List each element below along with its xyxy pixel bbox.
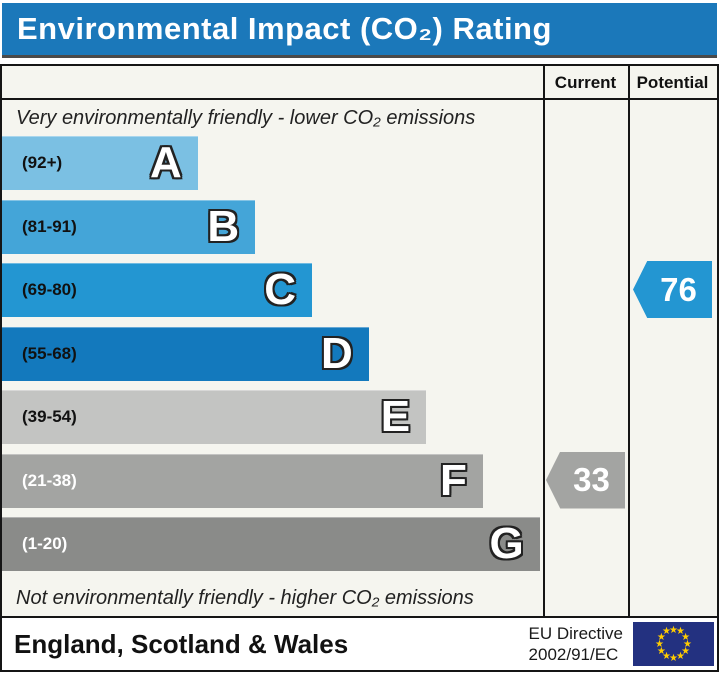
eu-flag-icon: ★ ★ ★ ★ ★ ★ ★ ★ ★ ★ ★ ★ (633, 622, 714, 666)
potential-column-divider (628, 66, 717, 616)
top-note: Very environmentally friendly - lower CO… (16, 106, 476, 129)
title-bar: Environmental Impact (CO₂) Rating (2, 3, 717, 58)
header-row-divider (2, 66, 717, 100)
band-letter: B (207, 201, 240, 251)
eu-flag-star: ★ (683, 638, 692, 650)
band-bar-F: (21-38) F (2, 453, 483, 508)
band-bar-C: (69-80) C (2, 263, 312, 317)
eu-flag-star: ★ (681, 631, 691, 643)
eu-directive-line1: EU Directive (528, 623, 623, 643)
band-bar-E: (39-54) E (2, 390, 427, 444)
band-range-label: (39-54) (22, 407, 77, 426)
eu-flag-star: ★ (656, 631, 666, 643)
current-column-divider (543, 66, 628, 616)
band-row-C: (69-80) C (2, 263, 543, 317)
band-row-A: (92+) A (2, 136, 543, 190)
band-letter: A (150, 138, 182, 187)
band-letter: D (321, 328, 353, 378)
band-row-E: (39-54) E (2, 390, 543, 444)
eu-flag-star: ★ (676, 650, 685, 662)
eu-flag-star: ★ (655, 638, 664, 650)
current-rating-indicator: 33 (546, 451, 625, 509)
band-row-D: (55-68) D (2, 326, 543, 381)
eu-flag-star: ★ (676, 626, 685, 638)
eu-flag-star: ★ (662, 626, 671, 638)
page-title: Environmental Impact (CO₂) Rating (17, 11, 552, 46)
band-letter: F (440, 455, 467, 505)
bottom-note: Not environmentally friendly - higher CO… (16, 586, 474, 609)
band-bar-D: (55-68) D (2, 326, 369, 381)
column-header-potential: Potential (636, 73, 709, 92)
band-range-label: (92+) (22, 153, 63, 172)
current-rating-value: 33 (573, 461, 610, 498)
potential-rating-value: 76 (660, 270, 697, 308)
band-range-label: (1-20) (22, 534, 68, 553)
band-row-G: (1-20) G (2, 517, 543, 571)
band-row-B: (81-91) B (2, 199, 543, 254)
potential-rating-indicator: 76 (633, 261, 712, 318)
region-label: England, Scotland & Wales (14, 628, 349, 659)
band-letter: G (489, 519, 524, 568)
band-range-label: (21-38) (22, 470, 77, 490)
band-range-label: (69-80) (22, 280, 77, 299)
band-bar-A: (92+) A (2, 136, 198, 190)
eu-directive-line2: 2002/91/EC (528, 645, 619, 664)
eu-flag-star: ★ (656, 645, 666, 657)
eu-flag-star: ★ (669, 652, 678, 664)
column-header-current: Current (554, 73, 617, 92)
footer: England, Scotland & Wales EU Directive 2… (0, 618, 719, 672)
band-bar-B: (81-91) B (2, 199, 256, 254)
band-row-F: (21-38) F (2, 453, 543, 508)
band-letter: C (264, 265, 296, 314)
eu-directive-label: EU Directive 2002/91/EC (529, 623, 623, 666)
band-letter: E (380, 392, 411, 441)
eu-flag-star: ★ (681, 645, 691, 657)
eu-flag-star: ★ (669, 624, 678, 636)
eu-flag-star: ★ (662, 650, 671, 662)
band-range-label: (55-68) (22, 343, 77, 363)
band-range-label: (81-91) (22, 216, 77, 236)
rating-table: Current Potential Very environmentally f… (0, 64, 719, 618)
band-bar-G: (1-20) G (2, 517, 540, 571)
